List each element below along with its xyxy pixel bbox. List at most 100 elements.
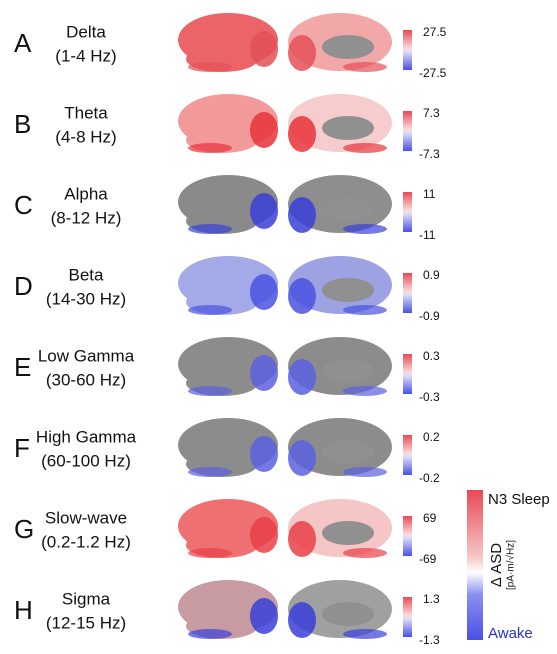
medial-accent: [288, 197, 316, 233]
lateral-base: [188, 143, 232, 153]
medial-base: [343, 305, 387, 315]
colorbar: [403, 354, 412, 394]
band-range: (14-30 Hz): [46, 289, 126, 308]
medial-base: [343, 467, 387, 477]
band-name: Sigma: [62, 589, 111, 608]
colorbar-min: -0.9: [419, 309, 440, 323]
medial-accent: [288, 116, 316, 152]
band-name: Alpha: [64, 184, 108, 203]
colorbar: [403, 435, 412, 475]
colorbar: [403, 111, 412, 151]
lateral-accent: [250, 31, 278, 67]
colorbar-min: -11: [419, 228, 436, 242]
medial-base: [343, 548, 387, 558]
medial-base: [343, 629, 387, 639]
figure: ADelta(1-4 Hz)27.5-27.5BTheta(4-8 Hz)7.3…: [0, 0, 557, 654]
panel-letter: A: [14, 28, 32, 58]
colorbar-max: 0.2: [423, 430, 440, 444]
band-range: (0.2-1.2 Hz): [41, 532, 131, 551]
lateral-accent: [250, 598, 278, 634]
medial-accent: [288, 35, 316, 71]
lateral-base: [188, 62, 232, 72]
colorbar-min: -69: [419, 552, 437, 566]
panel-letter: G: [14, 514, 34, 544]
colorbar-min: -0.2: [419, 471, 440, 485]
brains: [178, 499, 392, 558]
colorbar: [403, 30, 412, 70]
colorbar-max: 11: [423, 187, 436, 201]
lateral-accent: [250, 436, 278, 472]
corpus-callosum: [322, 278, 374, 302]
panel: C Alpha (8-12 Hz) 11 -11: [14, 175, 436, 242]
corpus-callosum: [322, 116, 374, 140]
panel: H Sigma (12-15 Hz) 1.3 -1.3: [14, 580, 440, 647]
medial-accent: [288, 440, 316, 476]
colorbar-min: -1.3: [419, 633, 440, 647]
medial-accent: [288, 602, 316, 638]
corpus-callosum: [322, 440, 374, 464]
colorbar-min: -7.3: [419, 147, 440, 161]
colorbar-max: 0.9: [423, 268, 440, 282]
band-range: (30-60 Hz): [46, 370, 126, 389]
medial-base: [343, 224, 387, 234]
band-name: Theta: [64, 103, 108, 122]
colorbar-max: 7.3: [423, 106, 440, 120]
medial-accent: [288, 278, 316, 314]
colorbar: [403, 516, 412, 556]
lateral-accent: [250, 193, 278, 229]
panel: F High Gamma (60-100 Hz) 0.2 -0.2: [14, 418, 440, 485]
corpus-callosum: [322, 35, 374, 59]
band-name: High Gamma: [36, 427, 137, 446]
lateral-base: [188, 548, 232, 558]
colorbar-max: 1.3: [423, 592, 440, 606]
colorbar: [403, 192, 412, 232]
panel-letter: H: [14, 595, 33, 625]
brains: [178, 175, 392, 234]
legend: N3 Sleep Δ ASD [pA·m/√Hz] Awake: [467, 490, 550, 642]
lateral-base: [188, 305, 232, 315]
lateral-base: [188, 629, 232, 639]
band-name: Beta: [69, 265, 105, 284]
lateral-base: [188, 467, 232, 477]
medial-accent: [288, 521, 316, 557]
panel-letter: C: [14, 190, 33, 220]
band-range: (12-15 Hz): [46, 613, 126, 632]
lateral-accent: [250, 517, 278, 553]
brains: [178, 13, 392, 72]
colorbar-max: 27.5: [423, 25, 447, 39]
brains: [178, 337, 392, 396]
lateral-accent: [250, 274, 278, 310]
corpus-callosum: [322, 197, 374, 221]
brains: [178, 256, 392, 315]
colorbar: [403, 273, 412, 313]
medial-base: [343, 143, 387, 153]
panel-letter: E: [14, 352, 31, 382]
brains: [178, 418, 392, 477]
medial-base: [343, 62, 387, 72]
legend-label: Δ ASD: [488, 543, 505, 587]
band-range: (4-8 Hz): [55, 127, 116, 146]
lateral-accent: [250, 112, 278, 148]
medial-accent: [288, 359, 316, 395]
colorbar-min: -27.5: [419, 66, 447, 80]
band-range: (8-12 Hz): [51, 208, 122, 227]
colorbar-max: 0.3: [423, 349, 440, 363]
band-name: Delta: [66, 22, 106, 41]
legend-colorbar: [467, 490, 483, 640]
band-name: Slow-wave: [45, 508, 127, 527]
lateral-base: [188, 224, 232, 234]
lateral-base: [188, 386, 232, 396]
colorbar: [403, 597, 412, 637]
lateral-accent: [250, 355, 278, 391]
medial-base: [343, 386, 387, 396]
panel-letter: F: [14, 433, 30, 463]
brains: [178, 94, 392, 153]
band-name: Low Gamma: [38, 346, 135, 365]
band-range: (60-100 Hz): [41, 451, 131, 470]
